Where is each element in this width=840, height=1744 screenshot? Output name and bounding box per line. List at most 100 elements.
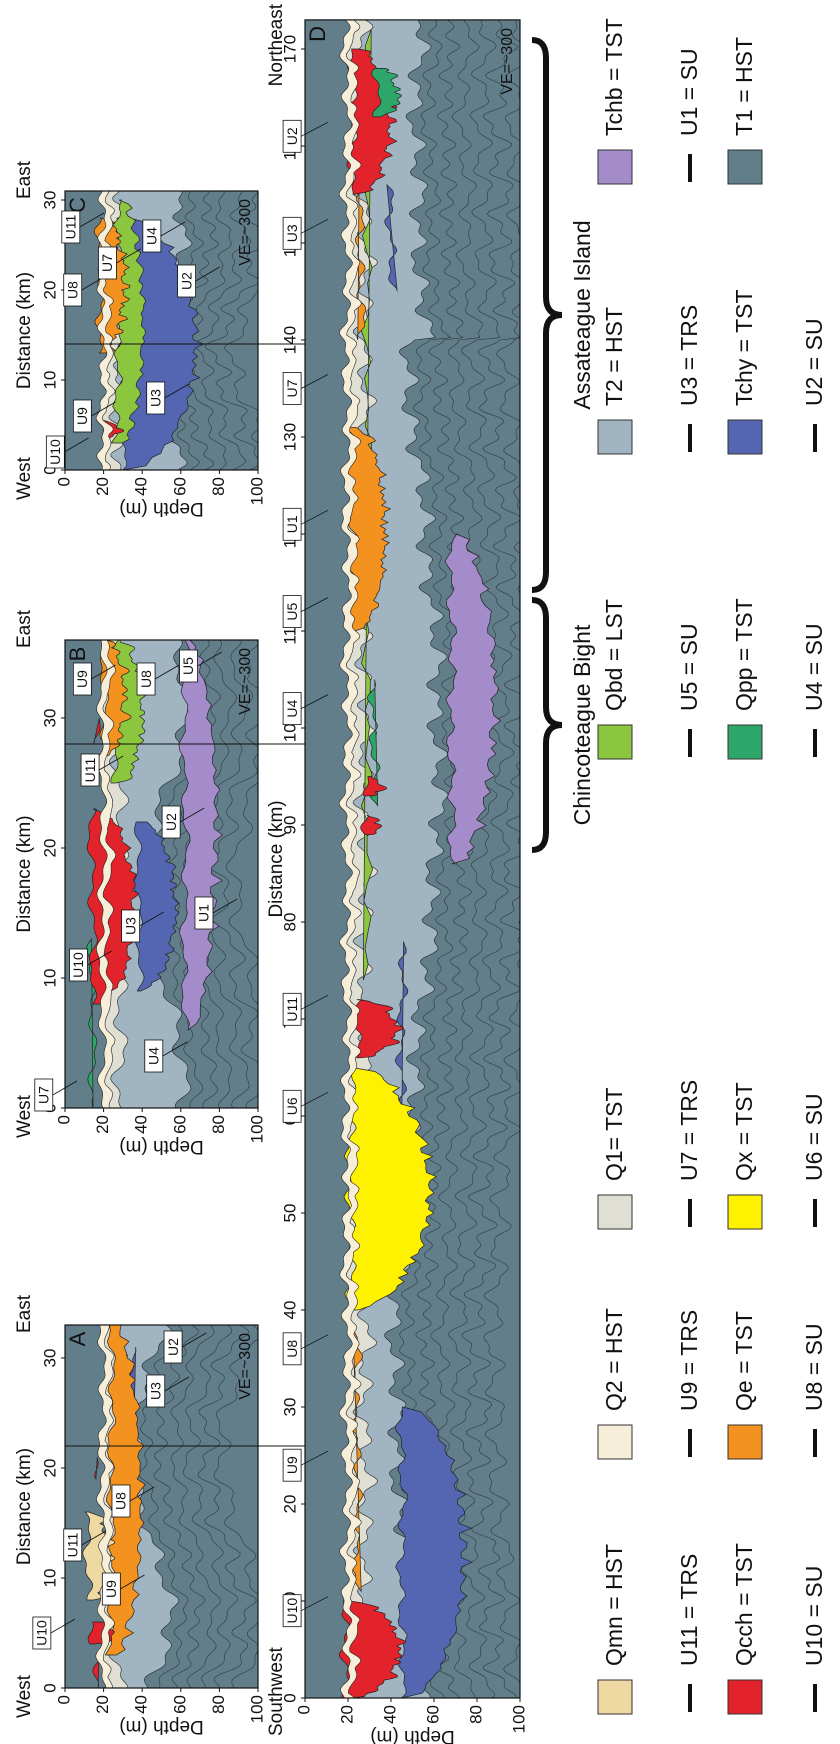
cross-section-panel: 0102030405060708090100110120130140150160…: [266, 3, 528, 1744]
unit-label: U7: [99, 254, 115, 272]
y-tick-label: 40: [132, 1695, 151, 1714]
legend-swatch: [598, 725, 632, 759]
x-axis-label: Distance (km): [14, 272, 35, 389]
ve-label: VE=~300: [237, 1333, 254, 1400]
x-tick-label: 30: [40, 191, 59, 210]
y-tick-label: 0: [54, 477, 73, 486]
x-tick-label: 10: [40, 1569, 59, 1588]
y-tick-label: 80: [209, 1115, 228, 1134]
y-tick-label: 0: [54, 1695, 73, 1704]
legend-swatch: [598, 1680, 632, 1714]
x-tick-label: 40: [280, 1301, 299, 1320]
legend-swatch: [728, 420, 762, 454]
legend-label: Q2 = HST: [601, 1308, 627, 1411]
legend-label: U11 = TRS: [676, 1554, 702, 1666]
x-tick-label: 10: [40, 969, 59, 988]
legend-label: T2 = HST: [601, 307, 627, 406]
bracket-label: Chincoteague Bight: [569, 624, 595, 825]
unit-label: U2: [163, 813, 179, 831]
legend-label: Tchy = TST: [731, 289, 757, 406]
unit-label: U9: [103, 1580, 119, 1598]
panel-letter: D: [305, 26, 330, 42]
y-tick-label: 20: [93, 1115, 112, 1134]
unit-label: U10: [34, 1620, 50, 1646]
legend-swatch: [598, 420, 632, 454]
x-tick-label: 20: [40, 1459, 59, 1478]
ve-label: VE=~300: [499, 28, 516, 95]
direction-right: Northeast: [266, 3, 287, 86]
legend-label: Tchb = TST: [601, 18, 627, 136]
y-tick-label: 60: [170, 1115, 189, 1134]
direction-right: East: [14, 1294, 35, 1333]
legend-label: U10 = SU: [801, 1566, 827, 1666]
x-axis-label: Distance (km): [14, 1448, 35, 1565]
section-body: [65, 640, 258, 1108]
y-axis-label: Depth (m): [119, 498, 203, 519]
y-tick-label: 40: [132, 477, 151, 496]
x-axis-label: Distance (km): [266, 800, 287, 917]
legend-label: U9 = TRS: [676, 1310, 702, 1411]
panel-letter: B: [65, 647, 90, 662]
y-tick-label: 20: [93, 477, 112, 496]
bracket: [532, 40, 562, 590]
y-tick-label: 60: [170, 1695, 189, 1714]
y-axis-label: Depth (m): [119, 1136, 203, 1157]
cross-section-panel: 0102030020406080100Distance (km)Depth (m…: [14, 609, 266, 1157]
legend-swatch: [728, 1680, 762, 1714]
unit-label: U8: [138, 670, 154, 688]
y-tick-label: 40: [132, 1115, 151, 1134]
y-tick-label: 80: [209, 477, 228, 496]
y-tick-label: 40: [380, 1705, 399, 1724]
unit-label: U4: [144, 227, 160, 245]
x-tick-label: 30: [280, 1398, 299, 1417]
unit-label: U3: [284, 224, 300, 242]
unit-label: U3: [147, 389, 163, 407]
direction-right: East: [14, 609, 35, 648]
unit-label: U8: [113, 1492, 129, 1510]
x-tick-label: 20: [280, 1495, 299, 1514]
legend-label: U8 = SU: [801, 1323, 827, 1411]
legend-swatch: [598, 150, 632, 184]
unit-label: U9: [74, 670, 90, 688]
x-tick-label: 20: [40, 281, 59, 300]
unit-label: U2: [178, 272, 194, 290]
ve-label: VE=~300: [237, 648, 254, 715]
unit-label: U7: [35, 1086, 51, 1104]
unit-label: U4: [284, 699, 300, 717]
legend-label: U3 = TRS: [676, 305, 702, 406]
unit-label: U3: [122, 917, 138, 935]
ve-label: VE=~300: [237, 199, 254, 266]
y-tick-label: 80: [209, 1695, 228, 1714]
section-body: [305, 20, 520, 1698]
unit-label: U8: [284, 1340, 300, 1358]
legend-label: U7 = TRS: [676, 1080, 702, 1181]
section-body: [65, 191, 258, 470]
unit-label: U4: [145, 1047, 161, 1065]
legend-label: U1 = SU: [676, 48, 702, 136]
legend-swatch: [728, 1195, 762, 1229]
unit-label: U1: [196, 904, 212, 922]
legend-swatch: [728, 1425, 762, 1459]
unit-label: U10: [70, 952, 86, 978]
x-tick-label: 50: [280, 1204, 299, 1223]
legend-label: Qpp = TST: [731, 598, 757, 711]
unit-label: U10: [284, 1598, 300, 1624]
x-tick-label: 30: [40, 1349, 59, 1368]
y-axis-label: Depth (m): [119, 1716, 203, 1737]
legend-label: U6 = SU: [801, 1093, 827, 1181]
x-tick-label: 0: [40, 1683, 59, 1692]
direction-left: West: [14, 456, 35, 500]
legend-swatch: [598, 1195, 632, 1229]
legend-label: U5 = SU: [676, 623, 702, 711]
y-tick-label: 60: [423, 1705, 442, 1724]
unit-label: U9: [74, 407, 90, 425]
x-tick-label: 30: [40, 709, 59, 728]
legend-swatch: [728, 725, 762, 759]
legend-label: Qx = TST: [731, 1082, 757, 1181]
legend-label: U2 = SU: [801, 318, 827, 406]
cross-section-panel: 0102030020406080100Distance (km)Depth (m…: [14, 1294, 266, 1737]
legend-label: U4 = SU: [801, 623, 827, 711]
legend-swatch: [728, 150, 762, 184]
